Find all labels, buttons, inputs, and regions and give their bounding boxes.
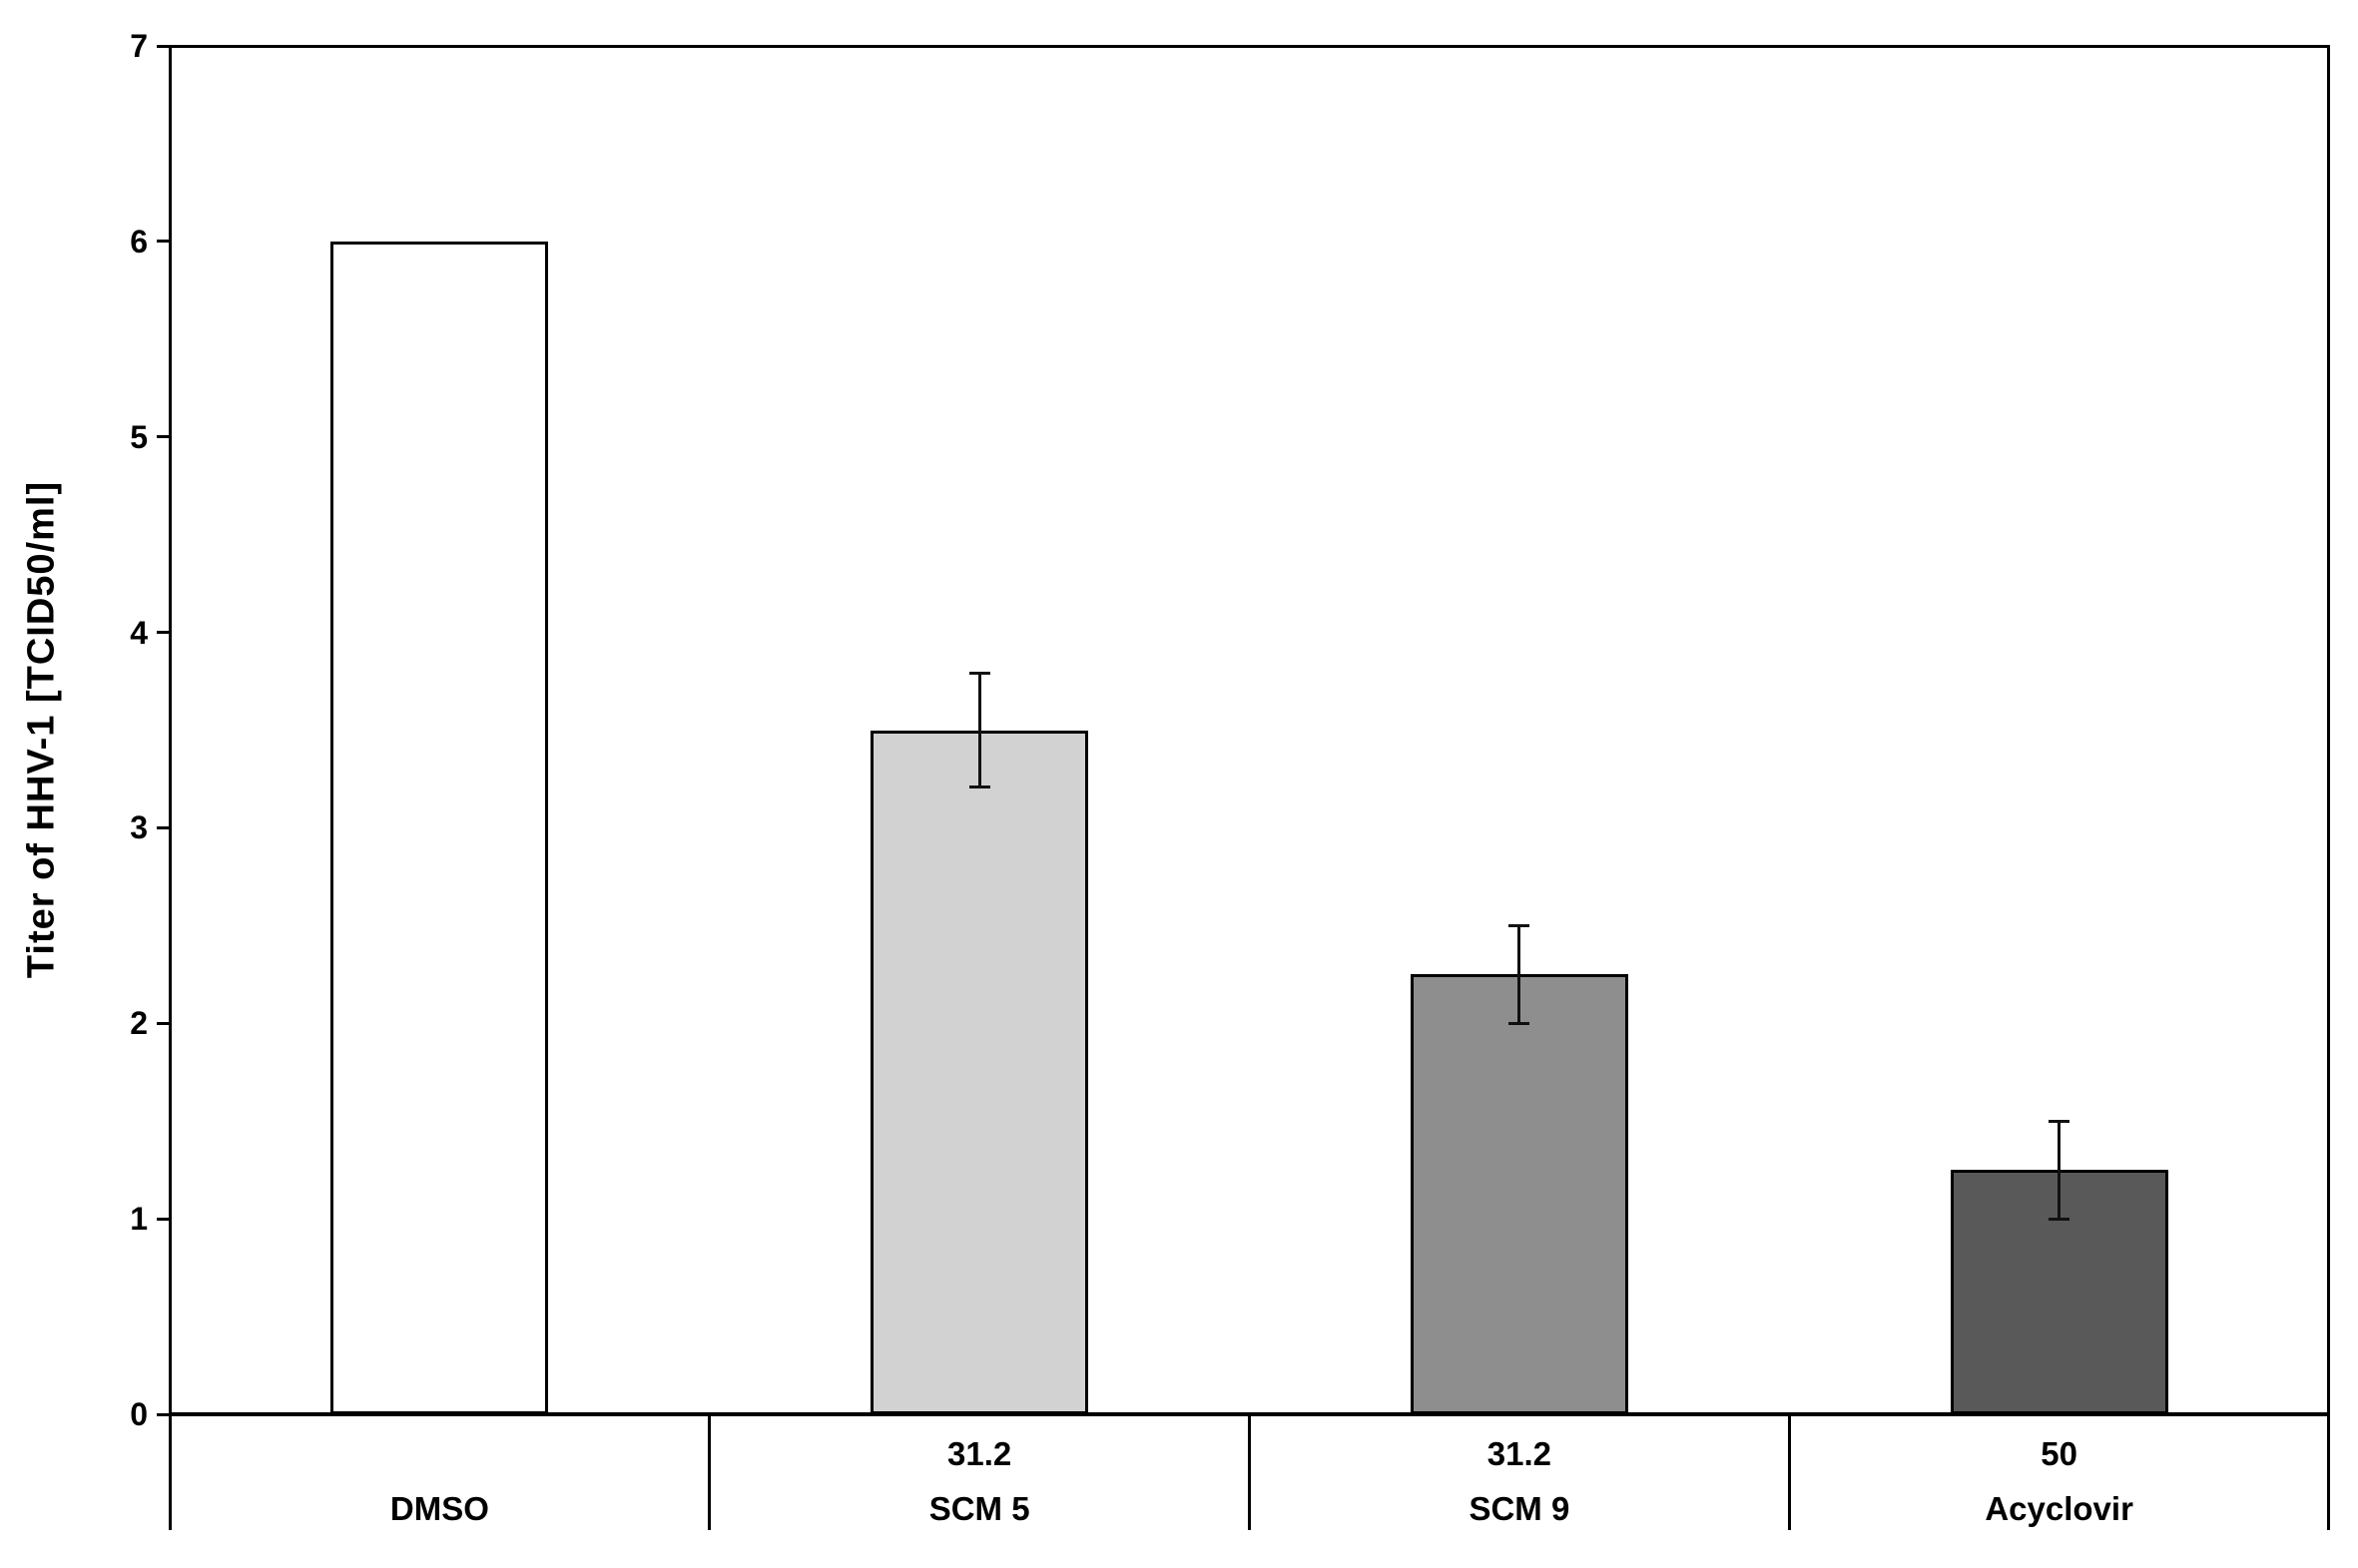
error-bar-line-scm-9 bbox=[1517, 925, 1521, 1024]
bar-scm-9 bbox=[1410, 974, 1628, 1414]
y-tick-6 bbox=[157, 240, 170, 244]
y-tick-5 bbox=[157, 435, 170, 439]
y-tick-3 bbox=[157, 825, 170, 829]
error-bar-cap-top-acyclovir bbox=[2049, 1119, 2070, 1123]
error-bar-cap-bottom-acyclovir bbox=[2049, 1217, 2070, 1221]
y-tick-0 bbox=[157, 1412, 170, 1416]
plot-border-right bbox=[2327, 45, 2330, 1530]
category-label-acyclovir: Acyclovir bbox=[1985, 1490, 2133, 1527]
error-bar-line-scm-5 bbox=[977, 673, 981, 787]
y-tick-label-6: 6 bbox=[130, 223, 148, 260]
y-tick-7 bbox=[157, 44, 170, 48]
bar-scm-5 bbox=[871, 730, 1089, 1414]
category-divider-2 bbox=[1248, 1414, 1251, 1530]
category-divider-3 bbox=[1787, 1414, 1791, 1530]
y-tick-label-2: 2 bbox=[130, 1005, 148, 1042]
error-bar-cap-top-scm-5 bbox=[968, 672, 990, 676]
concentration-label-acyclovir: 50 bbox=[2041, 1435, 2077, 1472]
y-tick-label-5: 5 bbox=[130, 418, 148, 455]
plot-border-top bbox=[169, 45, 2330, 48]
error-bar-cap-bottom-scm-5 bbox=[968, 784, 990, 788]
y-tick-label-4: 4 bbox=[130, 614, 148, 651]
concentration-label-scm-5: 31.2 bbox=[947, 1435, 1012, 1472]
error-bar-cap-bottom-scm-9 bbox=[1508, 1021, 1530, 1025]
error-bar-cap-top-scm-9 bbox=[1508, 923, 1530, 927]
y-axis-line bbox=[169, 45, 172, 1530]
category-divider-1 bbox=[708, 1414, 712, 1530]
concentration-label-scm-9: 31.2 bbox=[1486, 1435, 1551, 1472]
category-label-dmso: DMSO bbox=[389, 1490, 489, 1527]
y-tick-label-3: 3 bbox=[130, 809, 148, 846]
y-tick-4 bbox=[157, 631, 170, 635]
y-axis-title: Titer of HHV-1 [TCID50/ml] bbox=[20, 480, 63, 979]
y-tick-label-0: 0 bbox=[130, 1396, 148, 1432]
y-tick-1 bbox=[157, 1217, 170, 1221]
category-label-scm-9: SCM 9 bbox=[1469, 1490, 1570, 1527]
bar-dmso bbox=[330, 241, 549, 1414]
category-label-scm-5: SCM 5 bbox=[928, 1490, 1030, 1527]
y-tick-2 bbox=[157, 1021, 170, 1025]
error-bar-line-acyclovir bbox=[2058, 1121, 2062, 1220]
y-tick-label-7: 7 bbox=[130, 28, 148, 64]
y-tick-label-1: 1 bbox=[130, 1201, 148, 1238]
